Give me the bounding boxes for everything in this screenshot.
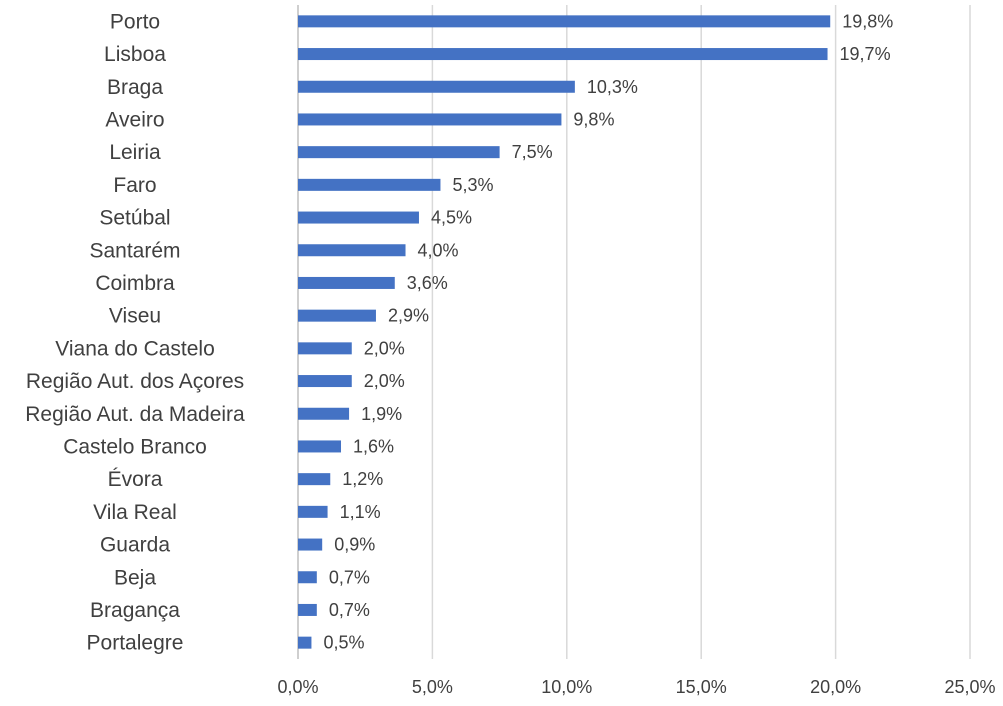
category-labels: Porto Lisboa Braga Aveiro Leiria Faro Setúbal S… — [25, 10, 245, 654]
value-label: 0,5% — [323, 633, 364, 653]
category-label: Leiria — [109, 141, 161, 164]
bar — [298, 244, 406, 257]
bar — [298, 113, 562, 126]
value-label: 0,7% — [329, 600, 370, 620]
category-label: Beja — [114, 566, 156, 589]
value-label: 2,9% — [388, 306, 429, 326]
value-label: 7,5% — [512, 142, 553, 162]
category-label: Viana do Castelo — [55, 337, 215, 360]
bars — [298, 15, 831, 649]
x-tick-labels: 0,0% 5,0% 10,0% 15,0% 20,0% 25,0% — [277, 677, 995, 697]
category-label: Castelo Branco — [63, 435, 207, 458]
value-label: 3,6% — [407, 273, 448, 293]
category-label: Coimbra — [95, 272, 175, 295]
category-label: Santarém — [89, 239, 180, 262]
bar — [298, 146, 500, 159]
category-label: Vila Real — [93, 501, 177, 524]
category-label: Aveiro — [105, 108, 164, 131]
x-tick-label: 10,0% — [541, 677, 592, 697]
category-label: Porto — [110, 10, 160, 33]
value-label: 0,9% — [334, 535, 375, 555]
bar — [298, 375, 352, 388]
value-label: 1,2% — [342, 469, 383, 489]
x-tick-label: 15,0% — [676, 677, 727, 697]
bar — [298, 342, 352, 355]
value-label: 4,5% — [431, 208, 472, 228]
bar — [298, 309, 376, 322]
bar — [298, 636, 312, 649]
category-label: Setúbal — [99, 207, 170, 230]
bar — [298, 473, 331, 486]
category-label: Évora — [108, 468, 163, 491]
category-label: Braga — [107, 76, 163, 99]
bar — [298, 48, 828, 61]
category-label: Bragança — [90, 599, 180, 622]
category-label: Faro — [113, 174, 156, 197]
category-label: Viseu — [109, 305, 161, 328]
category-label: Guarda — [100, 534, 170, 557]
bar — [298, 407, 350, 420]
value-label: 1,9% — [361, 404, 402, 424]
x-tick-label: 25,0% — [944, 677, 995, 697]
bar — [298, 505, 328, 518]
value-label: 5,3% — [452, 175, 493, 195]
value-label: 9,8% — [573, 109, 614, 129]
value-label: 0,7% — [329, 567, 370, 587]
value-label: 4,0% — [418, 240, 459, 260]
x-tick-label: 0,0% — [277, 677, 318, 697]
bar — [298, 211, 419, 224]
bar — [298, 440, 342, 453]
bar — [298, 571, 317, 584]
category-label: Portalegre — [87, 632, 184, 655]
category-label: Lisboa — [104, 43, 166, 66]
value-label: 19,7% — [840, 44, 891, 64]
category-label: Região Aut. da Madeira — [25, 403, 245, 426]
value-labels: 19,8% 19,7% 10,3% 9,8% 7,5% 5,3% 4,5% 4,0% 3,6% 2… — [323, 11, 893, 652]
bar — [298, 178, 441, 191]
bar — [298, 276, 395, 289]
value-label: 10,3% — [587, 77, 638, 97]
bar — [298, 603, 317, 616]
bar — [298, 538, 323, 551]
category-label: Região Aut. dos Açores — [26, 370, 244, 393]
value-label: 2,0% — [364, 338, 405, 358]
value-label: 19,8% — [842, 11, 893, 31]
bar — [298, 80, 575, 93]
gridlines — [431, 5, 971, 659]
bar — [298, 15, 831, 28]
x-tick-label: 5,0% — [412, 677, 453, 697]
value-label: 1,1% — [340, 502, 381, 522]
value-label: 2,0% — [364, 371, 405, 391]
value-label: 1,6% — [353, 436, 394, 456]
x-tick-label: 20,0% — [810, 677, 861, 697]
